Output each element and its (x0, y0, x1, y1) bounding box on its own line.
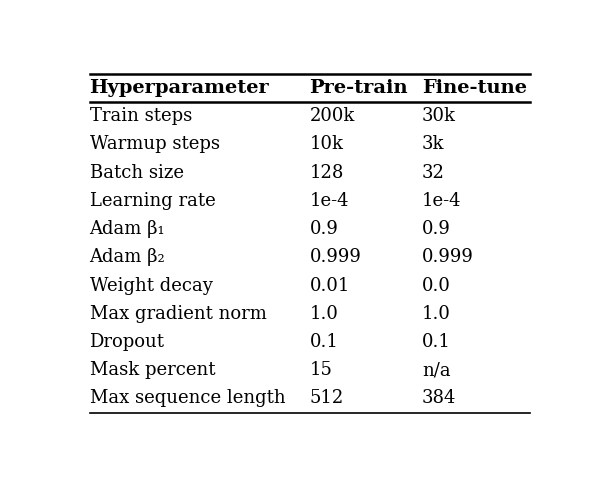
Text: 32: 32 (422, 164, 445, 182)
Text: 0.9: 0.9 (310, 220, 338, 238)
Text: 200k: 200k (310, 107, 355, 125)
Text: Pre-train: Pre-train (310, 79, 408, 97)
Text: 0.9: 0.9 (422, 220, 451, 238)
Text: 1e-4: 1e-4 (310, 192, 349, 210)
Text: Weight decay: Weight decay (89, 276, 213, 294)
Text: Dropout: Dropout (89, 333, 164, 351)
Text: n/a: n/a (422, 361, 451, 379)
Text: 1.0: 1.0 (310, 305, 338, 323)
Text: Learning rate: Learning rate (89, 192, 215, 210)
Text: 512: 512 (310, 390, 344, 407)
Text: Warmup steps: Warmup steps (89, 135, 219, 153)
Text: Max sequence length: Max sequence length (89, 390, 285, 407)
Text: 0.1: 0.1 (422, 333, 451, 351)
Text: 0.0: 0.0 (422, 276, 451, 294)
Text: Hyperparameter: Hyperparameter (89, 79, 269, 97)
Text: 384: 384 (422, 390, 456, 407)
Text: 0.999: 0.999 (422, 248, 474, 267)
Text: 30k: 30k (422, 107, 456, 125)
Text: 1.0: 1.0 (422, 305, 451, 323)
Text: Batch size: Batch size (89, 164, 184, 182)
Text: 1e-4: 1e-4 (422, 192, 461, 210)
Text: Max gradient norm: Max gradient norm (89, 305, 266, 323)
Text: Mask percent: Mask percent (89, 361, 215, 379)
Text: 0.999: 0.999 (310, 248, 361, 267)
Text: 10k: 10k (310, 135, 344, 153)
Text: Adam β₁: Adam β₁ (89, 220, 165, 238)
Text: Adam β₂: Adam β₂ (89, 248, 165, 267)
Text: Train steps: Train steps (89, 107, 192, 125)
Text: 3k: 3k (422, 135, 445, 153)
Text: 128: 128 (310, 164, 344, 182)
Text: 0.01: 0.01 (310, 276, 350, 294)
Text: Fine-tune: Fine-tune (422, 79, 527, 97)
Text: 15: 15 (310, 361, 332, 379)
Text: 0.1: 0.1 (310, 333, 338, 351)
